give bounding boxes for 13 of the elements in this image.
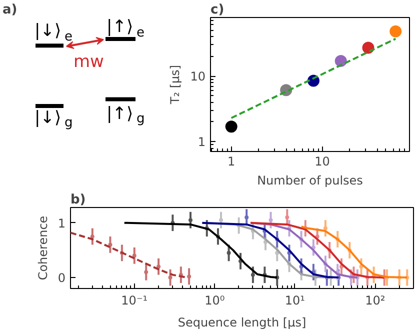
text: mw (74, 52, 104, 72)
x-tick-label: 10⁰ (204, 294, 225, 308)
x-tick-label: 10² (365, 294, 386, 308)
text: a) (2, 2, 18, 18)
y-tick-label: 0 (58, 271, 66, 286)
x-tick-label: 10⁻¹ (121, 294, 148, 308)
x-tick-label: 10¹ (284, 294, 306, 308)
x-axis-title: Sequence length [µs] (178, 316, 306, 330)
chart-title: b) (70, 192, 86, 208)
y-axis-title: T₂ [µs] (168, 64, 182, 106)
y-axis-title: Coherence (36, 216, 50, 280)
x-axis-title: Number of pulses (257, 174, 363, 188)
chart-title: c) (210, 2, 224, 18)
